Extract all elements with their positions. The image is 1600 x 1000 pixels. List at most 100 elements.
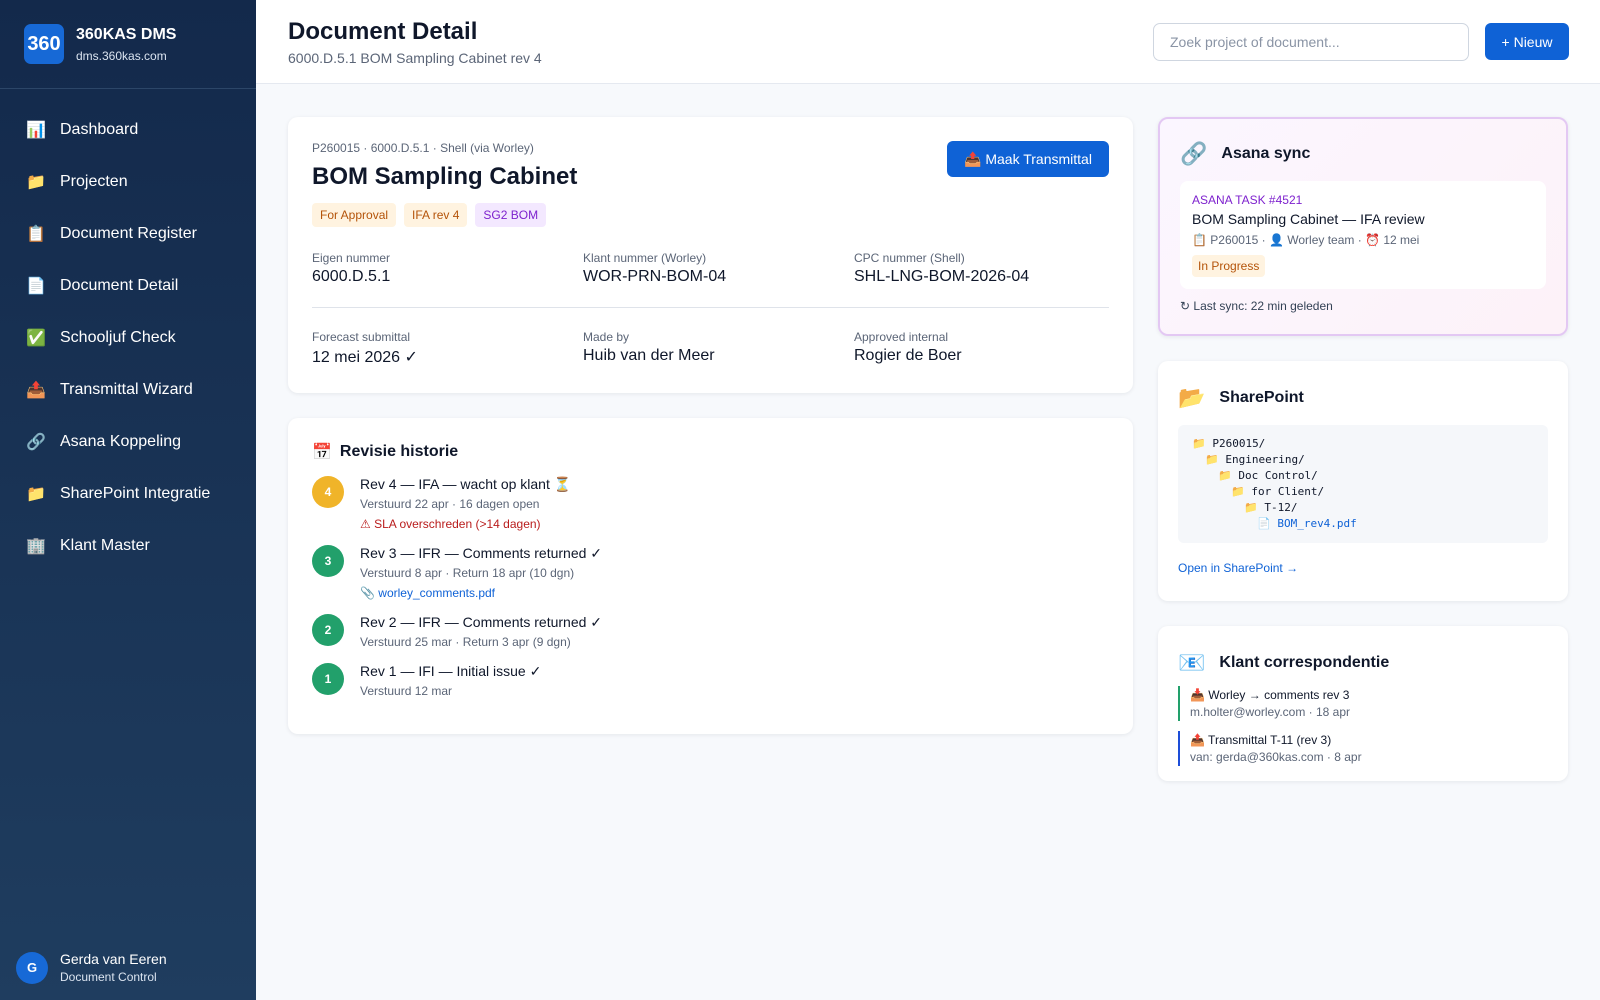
revision-body: Rev 4 — IFA — wacht op klant ⏳ Verstuurd … [360,476,571,531]
message-meta: van: gerda@360kas.com · 8 apr [1190,750,1362,764]
revision-body: Rev 2 — IFR — Comments returned ✓ Verstuu… [360,614,602,649]
field-value: Huib van der Meer [583,347,715,364]
revision-number: 4 [312,476,344,508]
revision-title: Rev 4 — IFA — wacht op klant ⏳ [360,476,572,492]
tree-name: P260015/ [1212,437,1266,450]
nav-item[interactable]: ✅ Schooljuf Check [0,312,256,364]
search[interactable]: Zoek project of document... [1153,23,1469,61]
folder-tree: 📁 P260015/📁 Engineering/📁 Doc Control/📁 … [1178,425,1548,543]
nav-item[interactable]: 📁 Projecten [0,156,256,208]
document-card: P260015 · 6000.D.5.1 · Shell (via Worley… [288,117,1133,393]
tree-icon: 📁 [1218,469,1232,482]
new-button[interactable]: + Nieuw [1485,23,1569,60]
icon: 📂 [1178,385,1206,410]
message-subject: 📤 Transmittal T-11 (rev 3) [1190,733,1332,747]
nav-icon: 📤 [26,382,46,399]
tree-item: 📁 T-12/ [1192,501,1534,517]
revision-title: Rev 3 — IFR — Comments returned ✓ [360,545,603,561]
nav-icon: 📊 [26,122,46,139]
nav-label: SharePoint Integratie [60,485,211,502]
field-label: CPC nummer (Shell) [854,251,965,265]
icon: 📅 [312,444,332,461]
sharepoint-card: 📂 SharePoint 📁 P260015/📁 Engineering/📁 Do… [1158,361,1568,601]
page-title: Document Detail [288,18,478,45]
revision-meta: Verstuurd 12 mar [360,684,453,698]
nav-icon: 🔗 [26,434,46,451]
nav-item[interactable]: 📄 Document Detail [0,260,256,312]
document-title: BOM Sampling Cabinet [312,163,578,190]
sharepoint-link[interactable]: Open in SharePoint → [1178,561,1299,575]
revision: 1 Rev 1 — IFI — Initial issue ✓ Verstuurd … [312,663,1109,698]
field-value: WOR-PRN-BOM-04 [583,268,727,285]
revision: 3 Rev 3 — IFR — Comments returned ✓ Verstu… [312,545,1109,600]
nav-label: Transmittal Wizard [60,381,193,398]
icon: 📧 [1178,650,1206,675]
tree-name: Engineering/ [1225,453,1305,466]
nav-item[interactable]: 📤 Transmittal Wizard [0,364,256,416]
nav-icon: 📋 [26,226,46,243]
asana-card: 🔗 Asana sync ASANA TASK #4521 BOM Samplin… [1158,117,1568,336]
tree-name: T-12/ [1264,501,1298,514]
field: Klant nummer (Worley) WOR-PRN-BOM-04 [583,239,854,295]
logo: 360 [24,24,64,64]
tree-name: BOM_rev4.pdf [1277,517,1357,530]
field: CPC nummer (Shell) SHL-LNG-BOM-2026-04 [854,239,1109,295]
transmittal-button[interactable]: 📤 Maak Transmittal [947,141,1109,177]
nav-label: Projecten [60,173,128,190]
attachment[interactable]: 📎 worley_comments.pdf [360,586,602,600]
revision-number: 3 [312,545,344,577]
nav-icon: 📄 [26,278,46,295]
revision-body: Rev 3 — IFR — Comments returned ✓ Verstuu… [360,545,602,600]
title: Revisie historie [339,443,459,460]
section-title: 📧 Klant correspondentie [1178,650,1548,676]
nav-icon: 📁 [26,486,46,503]
nav-item[interactable]: 📋 Document Register [0,208,256,260]
avatar: G [16,951,48,984]
attachment-icon: 📎 [360,586,375,600]
task-meta: 📋 P260015 · 👤 Worley team · ⏰ 12 mei [1192,233,1420,247]
tree-name: Doc Control/ [1238,469,1318,482]
title: SharePoint [1219,389,1304,406]
tag: IFA rev 4 [404,203,468,227]
revision-body: Rev 1 — IFI — Initial issue ✓ Verstuurd 1… [360,663,541,698]
page-subtitle: 6000.D.5.1 BOM Sampling Cabinet rev 4 [288,50,542,66]
tree-item: 📄 BOM_rev4.pdf [1192,517,1534,533]
field: Approved internal Rogier de Boer [854,307,1109,377]
message-meta: m.holter@worley.com · 18 apr [1190,705,1351,719]
tag: SG2 BOM [475,203,547,227]
field: Made by Huib van der Meer [583,307,854,377]
history-card: 📅 Revisie historie 4 Rev 4 — IFA — wacht o… [288,418,1133,734]
nav-item[interactable]: 📁 SharePoint Integratie [0,468,256,520]
field: Forecast submittal 12 mei 2026 ✓ [312,307,583,377]
tree-item: 📁 for Client/ [1192,485,1534,501]
domain: dms.360kas.com [76,49,167,63]
correspondence-card: 📧 Klant correspondentie 📥 Worley → commen… [1158,626,1568,781]
revision-number: 1 [312,663,344,695]
message[interactable]: 📥 Worley → comments rev 3 m.holter@worley… [1178,686,1548,721]
user: G Gerda van Eeren Document Control [16,951,167,984]
nav-item[interactable]: 🏢 Klant Master [0,520,256,572]
task-id: ASANA TASK #4521 [1192,193,1303,207]
user-info: Gerda van Eeren Document Control [60,951,167,984]
message[interactable]: 📤 Transmittal T-11 (rev 3) van: gerda@360… [1178,731,1548,766]
nav-icon: ✅ [26,330,46,347]
tree-item: 📁 P260015/ [1192,437,1534,453]
title: Klant correspondentie [1219,654,1390,671]
revision-meta: Verstuurd 25 mar · Return 3 apr (9 dgn) [360,635,571,649]
field: Eigen nummer 6000.D.5.1 [312,239,583,295]
field-value: 6000.D.5.1 [312,268,391,285]
field-value: Rogier de Boer [854,347,962,364]
revision-meta: Verstuurd 22 apr · 16 dagen open [360,497,540,511]
tree-name: for Client/ [1251,485,1325,498]
revision: 4 Rev 4 — IFA — wacht op klant ⏳ Verstuurd… [312,476,1109,531]
sidebar: 360 360KAS DMS dms.360kas.com 📊 Dashboard… [0,0,256,1000]
nav-item[interactable]: 📊 Dashboard [0,104,256,156]
section-title: 📅 Revisie historie [312,442,1109,462]
last-sync: ↻ Last sync: 22 min geleden [1180,299,1333,313]
nav-item[interactable]: 🔗 Asana Koppeling [0,416,256,468]
attachment-name: worley_comments.pdf [378,586,496,600]
task[interactable]: ASANA TASK #4521 BOM Sampling Cabinet — … [1180,181,1546,289]
title: Asana sync [1221,145,1311,162]
tag: For Approval [312,203,397,227]
